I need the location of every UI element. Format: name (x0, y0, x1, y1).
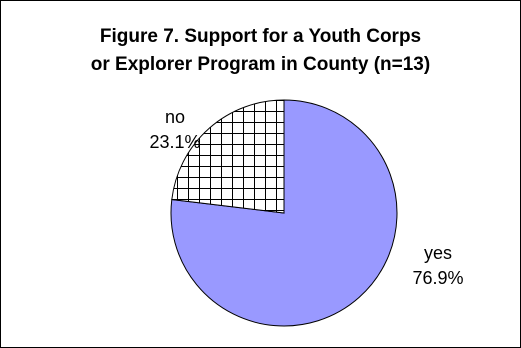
slice-no-name: no (164, 107, 186, 127)
slice-no-value: 23.1% (149, 132, 201, 152)
slice-yes-name: yes (423, 243, 452, 263)
slice-yes-value: 76.9% (412, 268, 464, 288)
chart-title-line-2: or Explorer Program in County (n=13) (90, 54, 431, 75)
pie-slice-no (171, 99, 285, 214)
slice-label-yes: yes 76.9% (405, 241, 471, 291)
chart-title: Figure 7. Support for a Youth Corps or E… (1, 23, 520, 79)
pie-slices (170, 99, 398, 327)
chart-title-line-1: Figure 7. Support for a Youth Corps (99, 26, 422, 47)
slice-label-no: no 23.1% (144, 105, 206, 155)
